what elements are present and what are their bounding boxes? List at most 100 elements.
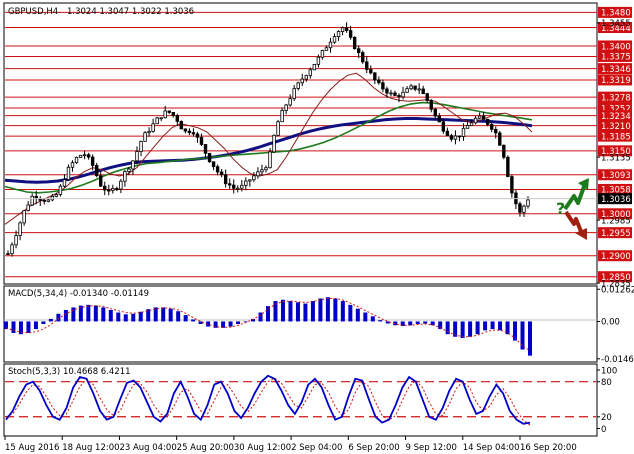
candle-body [219, 171, 224, 176]
stoch-signal-polyline [5, 377, 531, 426]
candle-body [54, 194, 59, 197]
candle-body [288, 98, 292, 106]
macd-bar [161, 307, 166, 322]
macd-bar [318, 298, 323, 322]
forecast-arrows: ? [556, 178, 589, 240]
candle-body [433, 108, 437, 117]
macd-bar [520, 321, 525, 350]
candle-body [62, 179, 67, 187]
macd-bar [513, 321, 518, 341]
macd-bar [423, 321, 428, 324]
macd-bar [41, 321, 46, 324]
candle-body [18, 222, 22, 236]
candle-body [481, 115, 486, 120]
candle-body [143, 132, 147, 142]
candle-body [228, 183, 232, 186]
candle-body [107, 189, 111, 192]
candle-body [195, 133, 200, 138]
level-label: 1.3000 [601, 210, 631, 220]
candle-body [252, 175, 256, 181]
macd-bar [348, 304, 353, 322]
candle-body [99, 175, 103, 187]
candle-body [167, 110, 171, 113]
candle-body [320, 49, 325, 58]
candle-body [336, 31, 341, 38]
macd-bar [445, 321, 450, 335]
candle-body [268, 151, 272, 169]
candle-body [308, 69, 313, 77]
candle-body [453, 135, 458, 140]
level-label: 1.2850 [601, 273, 631, 283]
candle-body [119, 180, 123, 190]
macd-bar [63, 309, 68, 322]
candle-body [397, 95, 401, 98]
candle-body [272, 134, 276, 153]
candle-body [280, 110, 284, 123]
time-tick-label: 23 Aug 04:00 [119, 443, 176, 453]
macd-bar [295, 302, 300, 322]
candle-body [494, 128, 498, 134]
candle-body [510, 176, 514, 194]
candle-body [352, 36, 357, 50]
macd-bar [176, 311, 181, 322]
candle-body [260, 169, 264, 173]
macd-bar [251, 318, 256, 322]
candle-body [469, 122, 474, 126]
macd-bar [213, 321, 218, 328]
macd-bar [400, 321, 405, 327]
macd-bar [138, 311, 143, 322]
macd-bar [430, 321, 435, 326]
candle-body [244, 180, 248, 186]
candle-body [232, 184, 236, 189]
candle-body [10, 244, 14, 255]
candle-body [518, 203, 522, 213]
candle-body [356, 48, 361, 53]
level-label: 1.3400 [601, 42, 631, 52]
macd-bar [453, 321, 458, 337]
candle-body [94, 165, 99, 177]
candle-body [82, 154, 87, 157]
stoch-tick-label: 100 [601, 366, 617, 376]
candle-body [324, 47, 329, 51]
candle-body [171, 112, 175, 116]
macd-tick-label: 0.00 [601, 318, 620, 328]
candle-body [183, 128, 188, 132]
candle-body [6, 253, 10, 256]
macd-bar [258, 312, 263, 322]
candle-body [131, 160, 135, 170]
candle-body [292, 88, 296, 100]
candle-body [332, 36, 337, 43]
candle-body [58, 185, 63, 195]
candle-body [22, 210, 26, 224]
macd-bar [33, 321, 38, 330]
candle-body [365, 61, 369, 70]
macd-bar [528, 321, 532, 356]
macd-bar [460, 321, 465, 339]
stoch-tick-label: 80 [601, 378, 612, 388]
level-label: 1.3480 [601, 9, 631, 19]
candle-body [393, 92, 397, 96]
level-label-box [598, 208, 632, 220]
macd-tick-label: -0.01464 [601, 355, 634, 365]
price-tick-label: 1.3135 [601, 153, 631, 163]
candle-body [163, 110, 167, 119]
candle-body [236, 187, 240, 190]
macd-bar [475, 321, 480, 335]
macd-bar [408, 321, 413, 326]
candle-body [413, 85, 417, 90]
candle-body [304, 75, 308, 80]
candle-body [457, 135, 462, 138]
macd-histogram [4, 297, 532, 356]
candle-body [30, 195, 34, 206]
candle-body [78, 154, 83, 158]
candle-body [340, 27, 345, 32]
stoch-main-polyline [5, 374, 531, 425]
candle-body [187, 130, 192, 134]
candle-body [139, 140, 143, 152]
level-label-box [598, 227, 632, 239]
macd-bar [438, 321, 443, 330]
macd-bar [483, 321, 488, 331]
candle-body [284, 104, 288, 111]
candle-body [449, 135, 454, 140]
price-tick-label: 1.3455 [601, 19, 631, 29]
